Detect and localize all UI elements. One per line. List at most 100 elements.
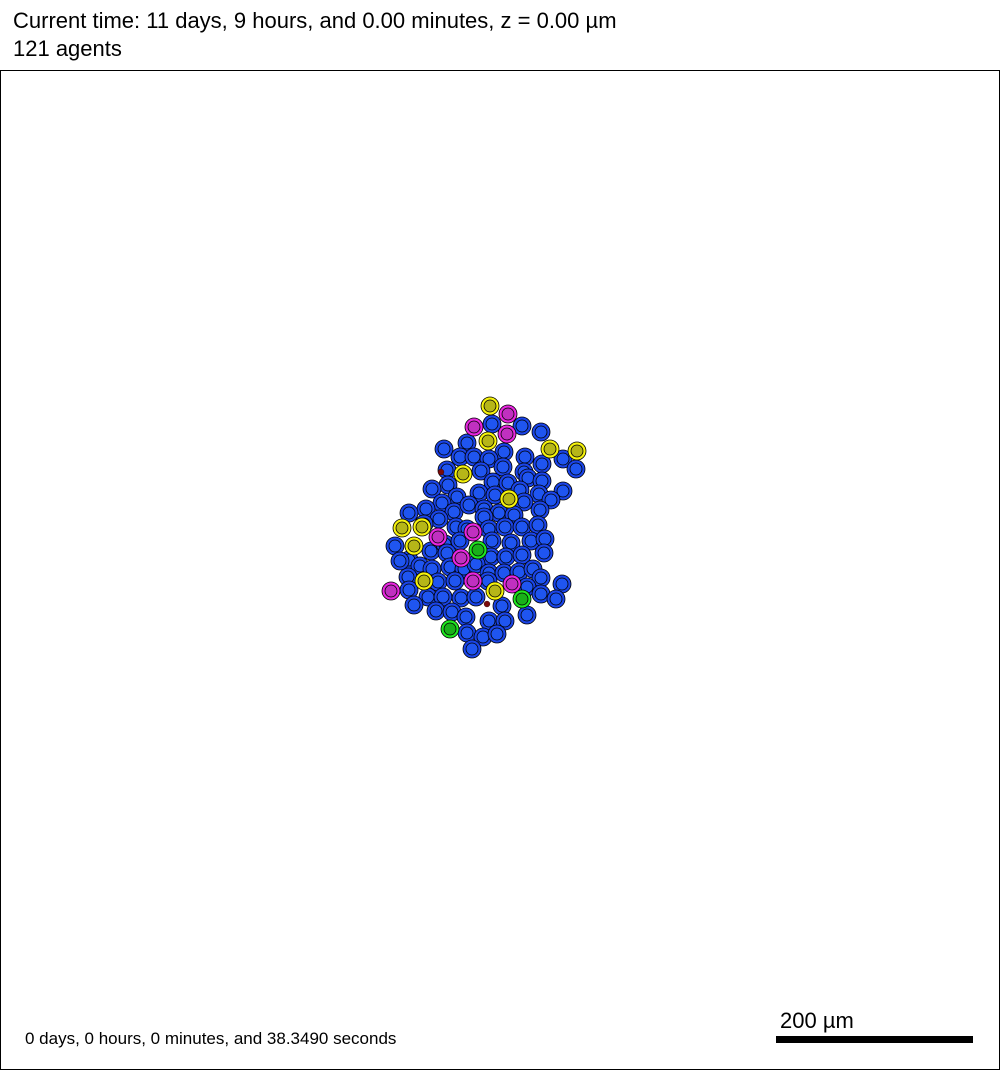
yellow-cell (479, 432, 497, 450)
blue-cell-nucleus (493, 507, 505, 519)
blue-cell-nucleus (463, 499, 475, 511)
green-cell (513, 590, 531, 608)
yellow-cell (413, 518, 431, 536)
debris-particle (438, 469, 444, 475)
green-cell-nucleus (516, 593, 528, 605)
blue-cell-nucleus (489, 489, 501, 501)
blue-cell-nucleus (473, 487, 485, 499)
yellow-cell-nucleus (482, 435, 494, 447)
magenta-cell (452, 549, 470, 567)
yellow-cell (481, 397, 499, 415)
blue-cell-nucleus (516, 420, 528, 432)
blue-cell-nucleus (556, 578, 568, 590)
blue-cell (567, 460, 585, 478)
blue-cell (458, 624, 476, 642)
blue-cell-nucleus (454, 535, 466, 547)
blue-cell-nucleus (437, 591, 449, 603)
blue-cell-nucleus (516, 549, 528, 561)
blue-cell-nucleus (497, 461, 509, 473)
blue-cell (457, 608, 475, 626)
yellow-cell (415, 572, 433, 590)
blue-cell-nucleus (535, 588, 547, 600)
blue-cell (405, 596, 423, 614)
green-cell (469, 541, 487, 559)
yellow-cell-nucleus (544, 443, 556, 455)
blue-cell-nucleus (461, 627, 473, 639)
magenta-cell-nucleus (502, 408, 514, 420)
blue-cell-nucleus (477, 631, 489, 643)
blue-cell (496, 518, 514, 536)
blue-cell (488, 625, 506, 643)
blue-cell (463, 640, 481, 658)
yellow-cell (541, 440, 559, 458)
blue-cell (467, 588, 485, 606)
blue-cell-nucleus (446, 606, 458, 618)
blue-cell-nucleus (426, 483, 438, 495)
blue-cell-nucleus (550, 593, 562, 605)
blue-cell-nucleus (438, 443, 450, 455)
blue-cell-nucleus (521, 609, 533, 621)
blue-cell (547, 590, 565, 608)
yellow-cell (568, 442, 586, 460)
magenta-cell-nucleus (506, 578, 518, 590)
magenta-cell (499, 405, 517, 423)
magenta-cell (464, 572, 482, 590)
blue-cell-nucleus (505, 537, 517, 549)
blue-cell-nucleus (557, 453, 569, 465)
blue-cell-nucleus (536, 458, 548, 470)
blue-cell-nucleus (449, 575, 461, 587)
yellow-cell (393, 519, 411, 537)
yellow-cell-nucleus (418, 575, 430, 587)
blue-cell-nucleus (499, 615, 511, 627)
blue-cell-nucleus (433, 513, 445, 525)
blue-cell-nucleus (475, 465, 487, 477)
blue-cell-nucleus (496, 600, 508, 612)
magenta-cell-nucleus (467, 575, 479, 587)
yellow-cell-nucleus (416, 521, 428, 533)
blue-cell (497, 548, 515, 566)
blue-cell (518, 606, 536, 624)
blue-cell-nucleus (389, 540, 401, 552)
blue-cell-nucleus (455, 592, 467, 604)
blue-cell-nucleus (518, 496, 530, 508)
yellow-cell (486, 582, 504, 600)
blue-cell-nucleus (422, 591, 434, 603)
blue-cell-nucleus (498, 446, 510, 458)
debris-particle (484, 601, 490, 607)
blue-cell (483, 415, 501, 433)
blue-cell-nucleus (525, 535, 537, 547)
runtime-label: 0 days, 0 hours, 0 minutes, and 38.3490 … (25, 1029, 396, 1049)
green-cell-nucleus (472, 544, 484, 556)
blue-cell-nucleus (432, 576, 444, 588)
blue-cell-nucleus (461, 437, 473, 449)
scale-bar (776, 1036, 973, 1043)
blue-cell-nucleus (468, 451, 480, 463)
blue-cell-nucleus (470, 558, 482, 570)
magenta-cell (503, 575, 521, 593)
blue-cell-nucleus (420, 503, 432, 515)
magenta-cell (464, 523, 482, 541)
blue-cell-nucleus (486, 535, 498, 547)
blue-cell-nucleus (539, 533, 551, 545)
blue-cell-nucleus (460, 611, 472, 623)
blue-cell (532, 423, 550, 441)
blue-cell-nucleus (535, 426, 547, 438)
blue-cell (446, 572, 464, 590)
magenta-cell-nucleus (501, 428, 513, 440)
blue-cell-nucleus (500, 551, 512, 563)
green-cell-nucleus (444, 623, 456, 635)
blue-cell-nucleus (394, 555, 406, 567)
yellow-cell-nucleus (571, 445, 583, 457)
blue-cell-nucleus (532, 519, 544, 531)
blue-cell-nucleus (534, 504, 546, 516)
blue-cell-nucleus (483, 615, 495, 627)
blue-cell (494, 458, 512, 476)
blue-cell-nucleus (403, 584, 415, 596)
blue-cell-nucleus (441, 547, 453, 559)
blue-cell-nucleus (408, 599, 420, 611)
magenta-cell (465, 418, 483, 436)
blue-cell-nucleus (499, 521, 511, 533)
yellow-cell-nucleus (503, 493, 515, 505)
blue-cell (427, 602, 445, 620)
